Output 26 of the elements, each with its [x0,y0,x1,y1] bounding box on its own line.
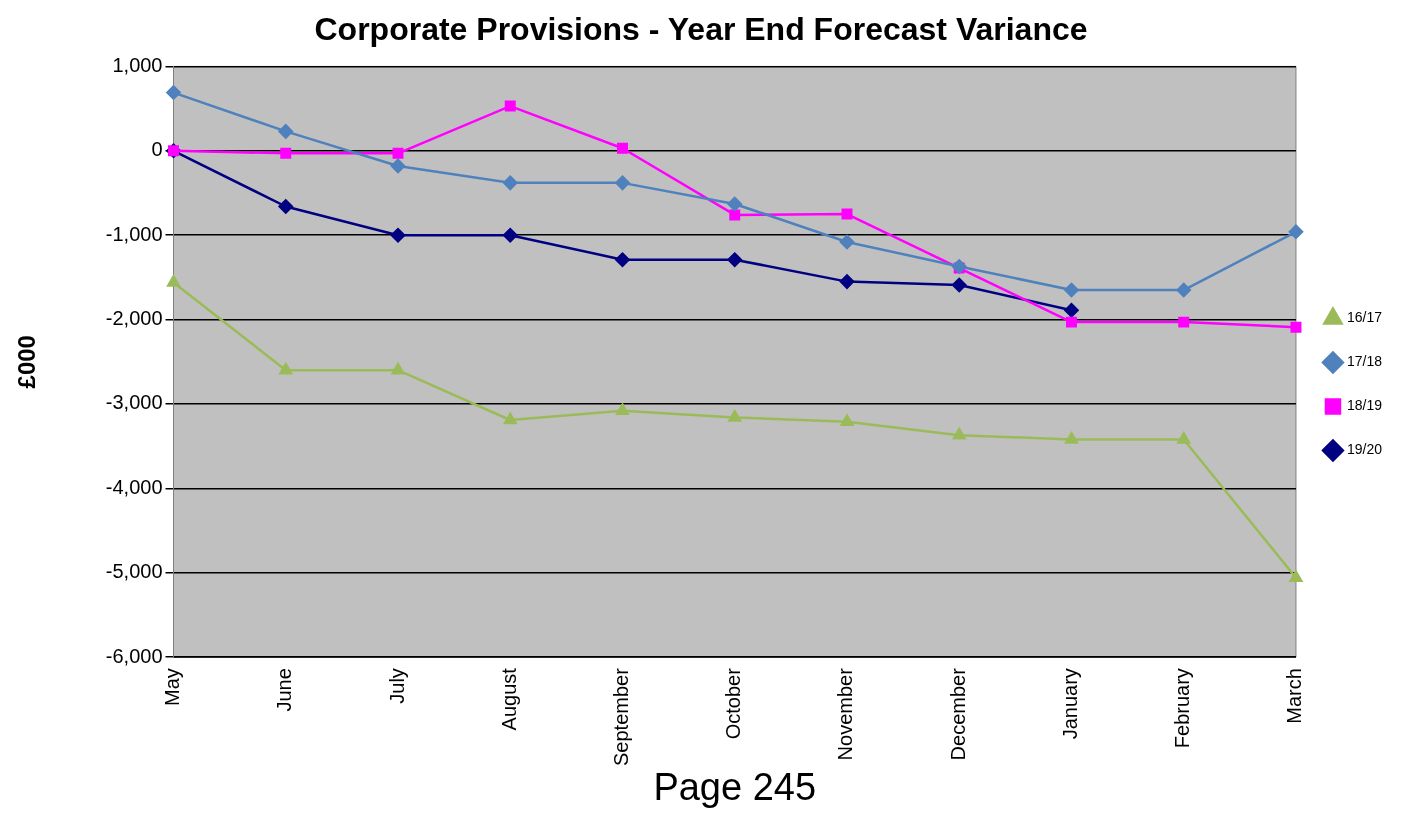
legend-label: 17/18 [1346,353,1383,370]
chart-title: Corporate Provisions - Year End Forecast Variance [314,11,1088,48]
y-tick-label: -5,000 [105,560,163,583]
legend-label: 18/19 [1346,397,1383,414]
y-axis-title: £000 [13,335,41,389]
x-tick-label: May [161,668,184,706]
x-tick-label: January [1058,668,1081,740]
x-tick-label: October [722,667,745,740]
x-tick-label: September [610,667,633,767]
legend-label: 16/17 [1346,309,1383,326]
x-tick-label: July [385,668,408,704]
y-tick-label: -1,000 [105,222,163,245]
x-tick-label: March [1283,668,1306,724]
x-tick-label: August [497,667,520,731]
text: Page 245 [653,766,817,809]
y-tick-label: 1,000 [112,53,163,76]
x-tick-label: November [834,667,857,761]
x-tick-label: February [1171,668,1194,749]
y-tick-label: -4,000 [105,475,163,498]
y-tick-label: -3,000 [105,391,163,414]
legend-label: 19/20 [1346,441,1383,458]
x-tick-label: December [946,667,969,761]
y-tick-label: -2,000 [105,307,163,330]
x-tick-label: June [273,668,296,712]
y-tick-label: -6,000 [105,644,163,667]
y-tick-label: 0 [151,138,163,161]
